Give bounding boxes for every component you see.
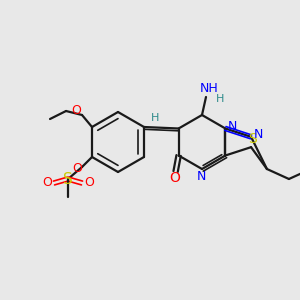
Text: H: H [151, 113, 160, 123]
Text: O: O [71, 103, 81, 116]
Text: S: S [63, 172, 73, 187]
Text: NH: NH [200, 82, 218, 94]
Text: N: N [196, 169, 206, 182]
Text: H: H [216, 94, 224, 104]
Text: O: O [42, 176, 52, 190]
Text: O: O [72, 163, 82, 176]
Text: N: N [228, 120, 237, 133]
Text: N: N [254, 128, 263, 141]
Text: S: S [248, 132, 256, 146]
Text: O: O [169, 172, 180, 185]
Text: O: O [84, 176, 94, 190]
